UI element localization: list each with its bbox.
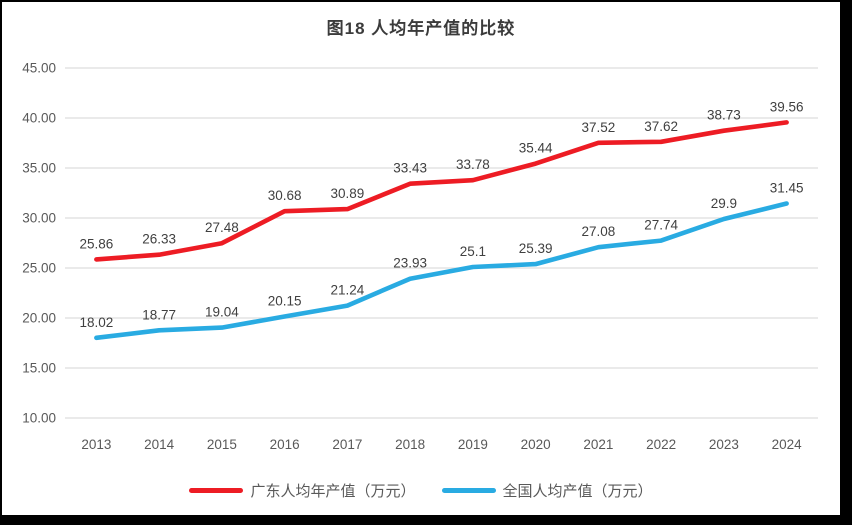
data-label: 27.48: [205, 220, 239, 235]
series-data-labels-1: 18.02 18.77 19.04 20.15 21.24 23.93 25.1 25.39 2…: [79, 181, 803, 330]
data-label: 35.44: [519, 141, 553, 156]
y-tick-label: 15.00: [22, 361, 56, 376]
legend-item-national: 全国人均产值（万元）: [441, 480, 653, 501]
chart-canvas: 图18 人均年产值的比较 10.00 15.00 20.00 25.00 30.00 35…: [2, 2, 840, 515]
data-label: 27.08: [581, 224, 615, 239]
x-tick-label: 2016: [270, 437, 300, 452]
data-label: 38.73: [707, 108, 741, 123]
gridlines: [65, 67, 818, 419]
data-label: 30.68: [268, 188, 302, 203]
legend-item-guangdong: 广东人均年产值（万元）: [189, 480, 416, 501]
y-tick-label: 20.00: [22, 311, 56, 326]
y-tick-label: 40.00: [22, 111, 56, 126]
x-tick-label: 2015: [207, 437, 237, 452]
data-label: 31.45: [770, 181, 804, 196]
legend-label-national: 全国人均产值（万元）: [502, 483, 653, 500]
data-label: 26.33: [142, 232, 176, 247]
line-chart: 10.00 15.00 20.00 25.00 30.00 35.00 40.00 45.00…: [22, 61, 818, 452]
x-tick-label: 2020: [521, 437, 551, 452]
x-tick-label: 2017: [332, 437, 362, 452]
x-tick-label: 2024: [772, 437, 803, 452]
data-label: 33.78: [456, 157, 490, 172]
data-label: 27.74: [644, 218, 678, 233]
x-tick-label: 2019: [458, 437, 488, 452]
y-axis-labels: 10.00 15.00 20.00 25.00 30.00 35.00 40.00 45.00: [22, 61, 56, 426]
data-label: 23.93: [393, 256, 427, 271]
series-line-0: [94, 120, 789, 262]
y-tick-label: 35.00: [22, 161, 56, 176]
legend-swatch-guangdong: [189, 488, 244, 493]
data-label: 19.04: [205, 305, 239, 320]
chart-legend: 广东人均年产值（万元） 全国人均产值（万元）: [2, 480, 840, 501]
x-tick-label: 2023: [709, 437, 739, 452]
data-label: 20.15: [268, 294, 302, 309]
x-axis-labels: 2013 2014 2015 2016 2017 2018 2019 2020 2021 2022…: [81, 437, 802, 452]
data-label: 37.62: [644, 119, 678, 134]
x-tick-label: 2022: [646, 437, 676, 452]
data-label: 21.24: [330, 283, 364, 298]
chart-title: 图18 人均年产值的比较: [326, 19, 516, 38]
data-label: 25.86: [79, 236, 113, 251]
data-label: 25.1: [460, 244, 486, 259]
series-line-1: [94, 201, 789, 341]
data-label: 33.43: [393, 161, 427, 176]
y-tick-label: 30.00: [22, 211, 56, 226]
legend-swatch-national: [441, 488, 496, 493]
y-tick-label: 45.00: [22, 61, 56, 76]
y-tick-label: 10.00: [22, 411, 56, 426]
data-label: 30.89: [330, 186, 364, 201]
x-tick-label: 2014: [144, 437, 175, 452]
data-label: 18.02: [79, 315, 113, 330]
x-tick-label: 2021: [583, 437, 613, 452]
x-tick-label: 2013: [81, 437, 111, 452]
x-tick-label: 2018: [395, 437, 425, 452]
data-label: 39.56: [770, 99, 804, 114]
data-label: 29.9: [711, 196, 737, 211]
data-label: 25.39: [519, 241, 553, 256]
y-tick-label: 25.00: [22, 261, 56, 276]
data-label: 18.77: [142, 307, 176, 322]
legend-label-guangdong: 广东人均年产值（万元）: [250, 483, 416, 500]
series-data-labels-0: 25.86 26.33 27.48 30.68 30.89 33.43 33.78 35.44…: [79, 99, 803, 251]
data-label: 37.52: [581, 120, 615, 135]
